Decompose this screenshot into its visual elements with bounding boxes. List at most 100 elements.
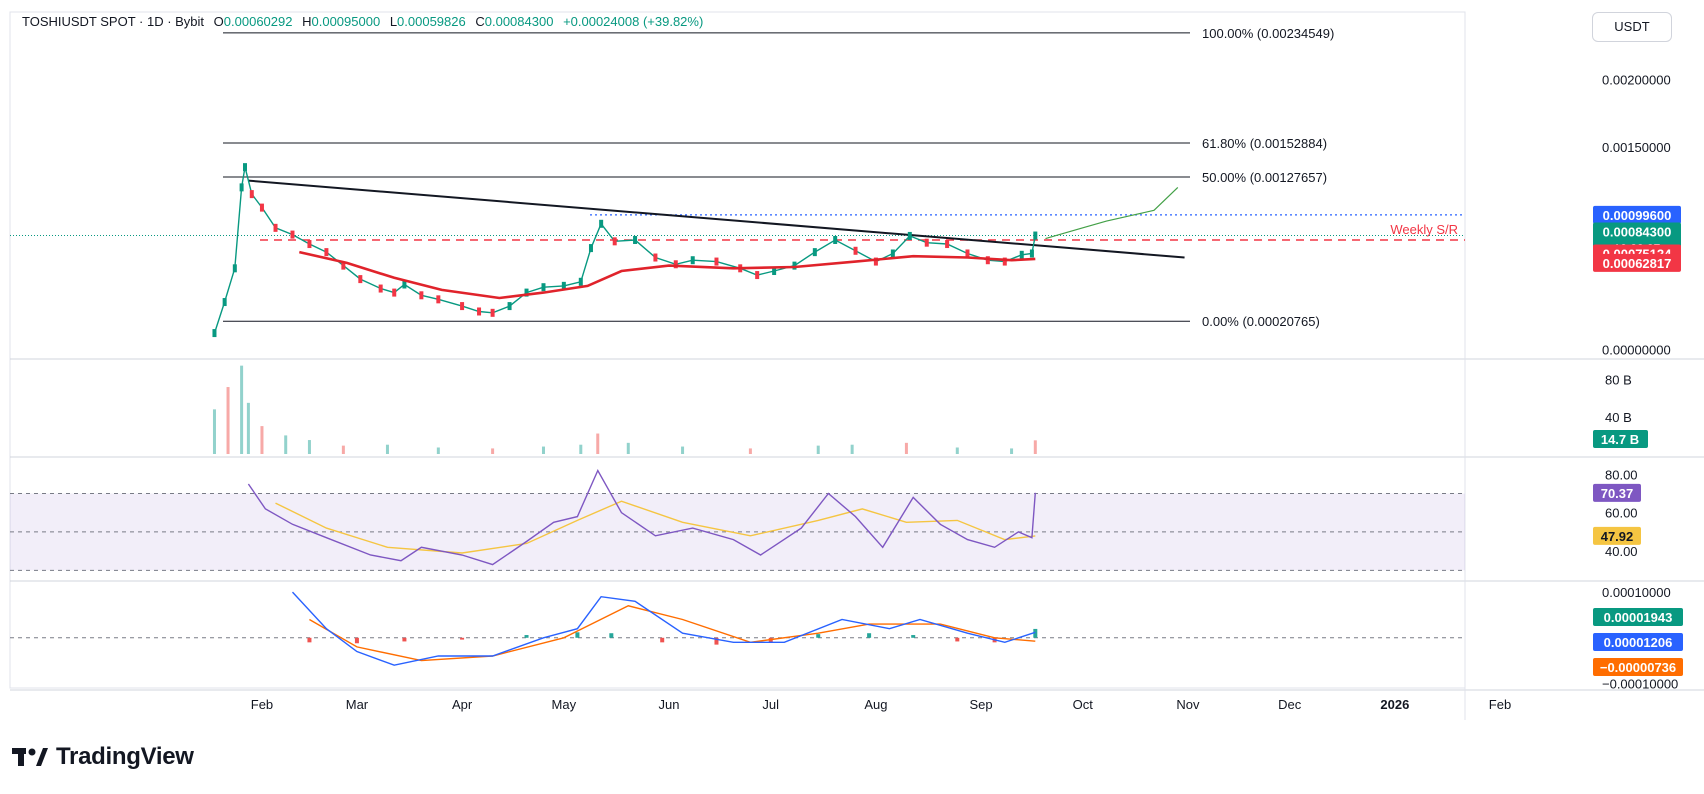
price-candle xyxy=(599,219,604,228)
low-label: L xyxy=(389,14,398,29)
price-candle xyxy=(853,246,858,255)
rsi-line xyxy=(247,468,1036,566)
low-value: 0.00059826 xyxy=(397,14,466,29)
volume-bar xyxy=(260,426,264,454)
volume-bar xyxy=(850,444,854,454)
price-candle xyxy=(673,260,678,269)
high-value: 0.00095000 xyxy=(311,14,381,29)
price-candle xyxy=(222,298,227,307)
volume-bar xyxy=(955,447,959,454)
macd-badge xyxy=(1593,658,1683,676)
price-candle xyxy=(924,238,929,247)
price-axis-tick: 0.00000000 xyxy=(1602,342,1671,357)
change-value: +0.00024008 (+39.82%) xyxy=(563,14,704,29)
descending-trendline xyxy=(248,179,1185,259)
price-candle xyxy=(1002,257,1007,266)
volume-bar xyxy=(212,409,216,454)
price-candle xyxy=(945,240,950,249)
price-badge-label: 0.00062817 xyxy=(1603,256,1672,271)
volume-badge xyxy=(1593,430,1648,448)
resistance-badge xyxy=(1593,205,1681,224)
volume-bar xyxy=(816,445,820,454)
price-candle xyxy=(341,261,346,270)
macd-histogram-bar xyxy=(609,633,614,638)
weekly-sr-label: Weekly S/R xyxy=(1390,222,1458,237)
price-candle xyxy=(873,257,878,266)
volume-axis-tick: 40 B xyxy=(1605,410,1632,425)
volume-bar xyxy=(626,442,630,454)
macd-histogram-bar xyxy=(660,637,665,643)
high-label: H xyxy=(302,14,312,29)
price-candle xyxy=(419,291,424,300)
chart-frame xyxy=(9,11,1466,689)
volume-bar xyxy=(240,365,244,454)
price-candle xyxy=(541,283,546,292)
symbol-name[interactable]: TOSHIUSDT SPOT · 1D · Bybit xyxy=(22,14,205,29)
rsi-badge-label: 70.37 xyxy=(1601,486,1634,501)
rsi-badge xyxy=(1593,526,1641,545)
price-candle xyxy=(612,237,617,246)
volume-bar xyxy=(307,440,311,454)
time-axis-tick: Apr xyxy=(452,697,473,712)
rsi-axis-tick: 80.00 xyxy=(1605,467,1638,482)
price-candle xyxy=(653,253,658,262)
time-axis-tick: Aug xyxy=(864,697,887,712)
time-axis-tick: Feb xyxy=(251,697,273,712)
volume-bar xyxy=(226,387,230,454)
price-candle xyxy=(588,244,593,253)
price-candle xyxy=(755,271,760,280)
time-axis-tick: Jul xyxy=(762,697,779,712)
time-axis-tick: Jun xyxy=(659,697,680,712)
price-candle xyxy=(273,223,278,232)
price-candle xyxy=(460,302,465,311)
macd-histogram-bar xyxy=(575,632,580,638)
volume-axis-tick: 80 B xyxy=(1605,373,1632,388)
price-badge-label: 0.00084300 xyxy=(1603,225,1672,240)
open-value: 0.00060292 xyxy=(223,14,293,29)
open-label: O xyxy=(213,14,224,29)
price-candle xyxy=(985,256,990,265)
macd-histogram-bar xyxy=(955,637,960,642)
price-candle xyxy=(402,280,407,289)
macd-badge xyxy=(1593,633,1683,651)
tradingview-logo-icon xyxy=(12,748,48,766)
time-axis-tick: 2026 xyxy=(1380,697,1409,712)
fib-level-label: 50.00% (0.00127657) xyxy=(1202,170,1327,185)
macd-badge xyxy=(1593,608,1683,626)
time-axis-tick: Oct xyxy=(1073,697,1094,712)
price-candle xyxy=(507,302,512,311)
volume-bar xyxy=(748,448,752,454)
time-axis-tick: Nov xyxy=(1176,697,1200,712)
tradingview-logo[interactable]: TradingView xyxy=(12,740,194,774)
volume-bar xyxy=(341,445,345,454)
time-axis-tick: Feb xyxy=(1489,697,1511,712)
rsi-badge xyxy=(1593,483,1641,502)
fib-level-label: 0.00% (0.00020765) xyxy=(1202,314,1320,329)
volume-bar xyxy=(596,433,600,454)
price-candle xyxy=(243,163,247,172)
price-candle xyxy=(833,235,838,244)
time-axis-tick: May xyxy=(552,697,577,712)
symbol-header: TOSHIUSDT SPOT · 1D · Bybit O0.00060292 … xyxy=(22,14,703,29)
rsi-axis-tick: 40.00 xyxy=(1605,544,1638,559)
close-label: C xyxy=(475,14,485,29)
macd-histogram-bar xyxy=(867,633,872,638)
price-candle xyxy=(633,235,638,244)
currency-button[interactable]: USDT xyxy=(1592,12,1672,42)
price-candle xyxy=(324,248,329,257)
price-candle xyxy=(477,307,482,316)
macd-histogram-bar xyxy=(402,637,407,642)
price-candle xyxy=(965,249,970,258)
price-candle xyxy=(524,288,529,297)
price-candle xyxy=(436,295,441,304)
price-axis-tick: 0.00200000 xyxy=(1602,72,1671,87)
macd-line xyxy=(291,591,1036,666)
macd-histogram-bar xyxy=(714,637,719,645)
brand-name: TradingView xyxy=(56,743,194,770)
price-candle xyxy=(307,240,312,249)
macd-histogram-bar xyxy=(307,637,312,643)
volume-bar xyxy=(491,448,495,454)
volume-bar xyxy=(681,446,685,454)
